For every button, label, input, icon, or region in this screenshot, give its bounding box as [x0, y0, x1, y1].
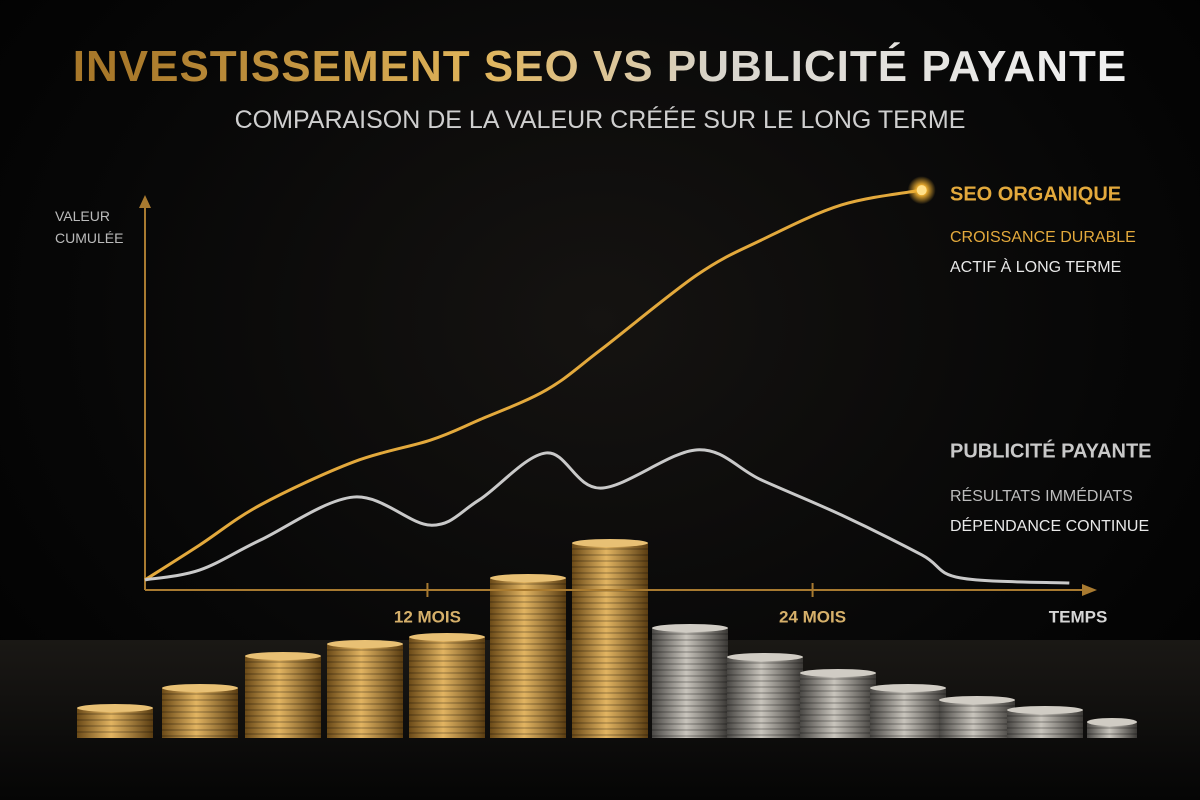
coin-stack — [652, 628, 728, 738]
coin-top — [162, 684, 238, 692]
coin-stack — [572, 543, 648, 738]
x-axis-label: TEMPS — [1049, 607, 1108, 626]
annotation: DÉPENDANCE CONTINUE — [950, 516, 1149, 535]
coin-top — [939, 696, 1015, 704]
series-label: PUBLICITÉ PAYANTE — [950, 439, 1152, 462]
annotation: CROISSANCE DURABLE — [950, 229, 1136, 246]
chart-subtitle: COMPARAISON DE LA VALEUR CRÉÉE SUR LE LO… — [234, 106, 966, 134]
coin-stack — [1007, 710, 1083, 738]
y-axis-label: VALEUR CUMULÉE — [55, 208, 124, 246]
coin-top — [1007, 706, 1083, 714]
coin-stack — [1087, 722, 1137, 738]
coin-top — [77, 704, 153, 712]
annotation: ACTIF À LONG TERME — [950, 257, 1121, 276]
series-label: SEO ORGANIQUE — [950, 183, 1121, 205]
coin-top — [490, 574, 566, 582]
coin-top — [572, 539, 648, 547]
coin-top — [800, 669, 876, 677]
coin-stacks — [77, 539, 1137, 738]
coin-top — [870, 684, 946, 692]
coin-top — [409, 633, 485, 641]
series-line — [144, 188, 922, 582]
coin-top — [245, 652, 321, 660]
coin-top — [327, 640, 403, 648]
coin-stack — [327, 644, 403, 738]
coin-stack — [409, 637, 485, 738]
coin-top — [652, 624, 728, 632]
coin-stack — [245, 656, 321, 738]
coin-stack — [162, 688, 238, 738]
end-point — [916, 185, 927, 196]
coin-stack — [870, 688, 946, 738]
annotation: RÉSULTATS IMMÉDIATS — [950, 486, 1133, 505]
x-tick-label: 24 MOIS — [779, 607, 846, 626]
x-tick-label: 12 MOIS — [394, 607, 461, 626]
coin-top — [727, 653, 803, 661]
x-axis-arrow — [1082, 584, 1097, 596]
coin-stack — [490, 578, 566, 738]
coin-stack — [77, 708, 153, 738]
coin-top — [1087, 718, 1137, 726]
chart-title: INVESTISSEMENT SEO VS PUBLICITÉ PAYANTE — [0, 42, 1200, 92]
series-line — [144, 448, 1070, 585]
coin-stack — [727, 657, 803, 738]
coin-stack — [939, 700, 1015, 738]
coin-stack — [800, 673, 876, 738]
y-axis-arrow — [139, 195, 151, 208]
